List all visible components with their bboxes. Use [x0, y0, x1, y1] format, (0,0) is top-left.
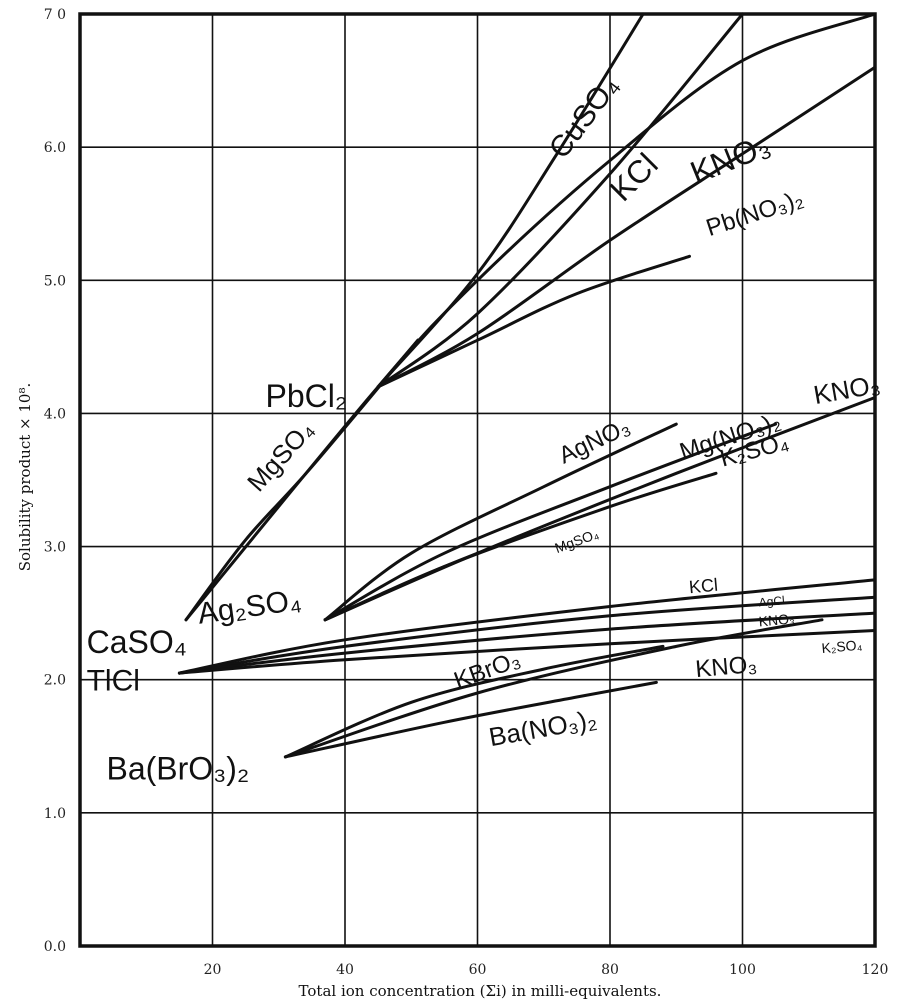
x-tick-label-0: 20: [204, 962, 222, 978]
series-line-1-1: [184, 12, 877, 622]
curve-label-1: KCl: [603, 146, 665, 208]
curve-label-21: Ba(BrO₃)₂: [107, 751, 250, 787]
y-tick-label-3: 3.0: [44, 540, 66, 556]
curve-label-8: KNO₃: [811, 369, 882, 410]
y-tick-label-7: 7 0: [44, 7, 66, 23]
x-axis-label: Total ion concentration (Σi) in milli-eq…: [299, 982, 662, 1000]
curve-label-10: MgSO₄: [553, 525, 601, 556]
series-line-4-2: [283, 680, 658, 759]
curve-label-11: CaSO₄: [87, 624, 187, 660]
series-line-3-2: [177, 611, 877, 675]
series-line-0-0: [376, 12, 645, 389]
x-tick-label-2: 60: [469, 962, 487, 978]
series-group-4: [283, 618, 824, 759]
chart-grid: [78, 12, 877, 948]
curve-label-3: Pb(NO₃)₂: [703, 185, 807, 242]
curve-label-0: CuSO₄: [543, 70, 626, 165]
series-line-4-1: [283, 618, 824, 759]
curve-label-19: KNO₃: [694, 651, 758, 683]
x-axis-ticks: 20 40 60 80 100 120: [204, 962, 889, 978]
series-line-2-4: [323, 531, 532, 622]
series-line-2-0: [323, 422, 678, 622]
x-tick-label-1: 40: [336, 962, 354, 978]
series-line-3-0: [177, 578, 877, 675]
series-group-2: [323, 396, 877, 622]
curve-label-17: K₂SO₄: [821, 637, 863, 657]
curve-label-4: PbCl₂: [266, 378, 348, 414]
y-tick-label-0: 0.0: [44, 939, 66, 955]
y-tick-label-5: 5.0: [44, 273, 66, 289]
curve-label-5: MgSO₄: [241, 415, 320, 498]
x-tick-label-5: 120: [862, 962, 889, 978]
y-axis-label: Solubility product × 10⁸.: [16, 383, 34, 572]
series-line-0-3: [376, 254, 691, 389]
plot-frame: [78, 12, 877, 948]
x-tick-label-4: 100: [729, 962, 756, 978]
curve-label-16: KNO₃: [758, 610, 795, 629]
curve-label-2: KNO₃: [685, 127, 775, 191]
series-line-4-0: [283, 644, 665, 759]
curve-label-13: TlCl: [87, 664, 140, 697]
chart-curves: [177, 12, 877, 759]
y-tick-label-1: 1.0: [44, 806, 66, 822]
series-line-3-3: [177, 629, 877, 675]
series-line-0-1: [376, 12, 744, 389]
x-tick-label-3: 80: [601, 962, 619, 978]
curve-label-14: KCl: [688, 575, 719, 597]
y-tick-label-2: 2.0: [44, 673, 66, 689]
y-axis-ticks: 0.0 1.0 2.0 3.0 4.0 5.0 6.0 7 0: [44, 7, 66, 955]
curve-label-15: AgCl: [758, 593, 785, 609]
series-line-0-2: [376, 65, 877, 389]
y-tick-label-6: 6.0: [44, 140, 66, 156]
series-group-1: [184, 12, 877, 622]
series-line-3-1: [177, 595, 877, 675]
y-tick-label-4: 4.0: [44, 406, 66, 422]
series-group-3: [177, 578, 877, 675]
series-line-2-1: [323, 422, 778, 622]
